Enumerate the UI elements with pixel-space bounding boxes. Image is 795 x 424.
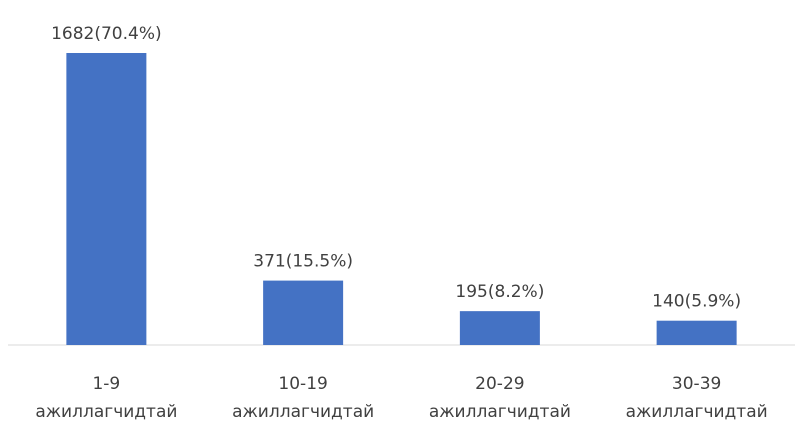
x-tick-label-line: ажиллагчидтай xyxy=(626,402,768,422)
x-tick-label-line: ажиллагчидтай xyxy=(35,402,177,422)
x-tick-label: 30-39 ажиллагчидтай xyxy=(626,374,768,422)
x-tick-label-line: ажиллагчидтай xyxy=(429,402,571,422)
x-tick-label: 20-29 ажиллагчидтай xyxy=(429,374,571,422)
x-tick-label: 10-19 ажиллагчидтай xyxy=(232,374,374,422)
x-tick-label-line: 10-19 xyxy=(278,374,327,394)
x-tick-label-line: 1-9 xyxy=(92,374,120,394)
bar xyxy=(656,320,737,345)
data-label: 140(5.9%) xyxy=(652,292,741,312)
x-tick-label-line: 30-39 xyxy=(672,374,721,394)
x-tick-label-line: ажиллагчидтай xyxy=(232,402,374,422)
data-label: 371(15.5%) xyxy=(253,252,353,272)
data-label: 195(8.2%) xyxy=(455,282,544,302)
bar xyxy=(263,280,344,345)
data-label: 1682(70.4%) xyxy=(51,24,162,44)
x-tick-label: 1-9 ажиллагчидтай xyxy=(35,374,177,422)
bar xyxy=(459,311,540,345)
x-tick-label-line: 20-29 xyxy=(475,374,524,394)
bar xyxy=(66,53,147,345)
